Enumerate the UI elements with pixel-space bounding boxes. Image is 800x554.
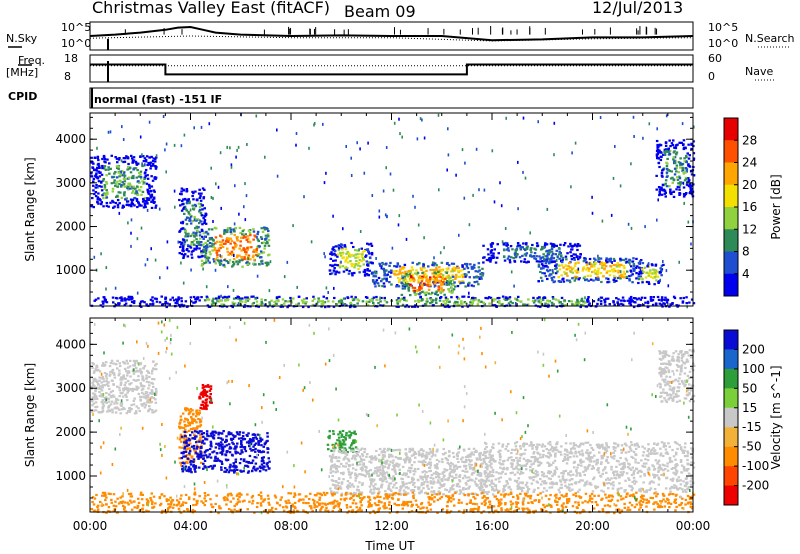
velocity-region-7 — [658, 348, 696, 404]
power-colorbar-label-5: 24 — [742, 156, 757, 170]
power-colorbar-swatch-5 — [724, 229, 738, 252]
nave-label: Nave — [745, 65, 774, 78]
velocity-data-group — [90, 318, 696, 515]
velocity-colorbar-title: Velocity [m s^-1] — [769, 365, 783, 469]
freq-series-line — [90, 63, 693, 76]
velocity-colorbar-label-5: -50 — [742, 440, 762, 454]
velocity-region-3 — [198, 384, 213, 411]
nsearch-tick-top: 10^5 — [708, 21, 739, 34]
nsky-label: N.Sky — [6, 32, 38, 45]
power-region-9 — [655, 139, 696, 198]
power-region-7 — [537, 257, 644, 284]
nsearch-tick-bottom: 10^0 — [708, 37, 739, 50]
power-colorbar-label-1: 8 — [742, 245, 750, 259]
xtick-label-0: 00:00 — [73, 519, 108, 533]
velocity-region-1 — [178, 407, 203, 464]
velocity-region-4 — [326, 429, 358, 454]
velocity-region-5 — [328, 447, 495, 496]
nsearch-label: N.Search — [745, 32, 795, 45]
freq-tick-bottom: 8 — [64, 70, 71, 83]
velocity-ylabel: Slant Range [km] — [23, 363, 37, 467]
power-scatter-group — [93, 113, 695, 309]
xtick-label-3: 12:00 — [374, 519, 409, 533]
power-ytick-label-1: 2000 — [55, 220, 86, 234]
velocity-colorbar-label-6: -100 — [742, 459, 769, 473]
freq-panel-frame — [89, 54, 694, 83]
power-colorbar-label-0: 4 — [742, 267, 750, 281]
power-region-8 — [635, 262, 665, 286]
nave-tick-top: 60 — [708, 52, 722, 65]
power-colorbar-swatch-3 — [724, 184, 738, 208]
velocity-colorbar-label-3: 15 — [742, 401, 757, 415]
cpid-value: normal (fast) -151 IF — [94, 93, 223, 106]
velocity-region-0 — [90, 359, 158, 415]
freq-unit: [MHz] — [6, 66, 39, 79]
beam-label: Beam 09 — [344, 2, 416, 21]
velocity-colorbar-swatch-8 — [724, 485, 738, 506]
power-colorbar-label-4: 20 — [742, 178, 757, 192]
power-colorbar-title: Power [dB] — [769, 174, 783, 239]
power-region-1 — [178, 187, 208, 259]
power-colorbar-swatch-2 — [724, 162, 738, 186]
xaxis-label: Time UT — [364, 539, 415, 553]
xtick-label-4: 16:00 — [475, 519, 510, 533]
velocity-colorbar-swatch-0 — [724, 330, 738, 350]
power-region-5 — [400, 270, 457, 297]
power-region-2 — [200, 226, 271, 268]
power-colorbar-swatch-6 — [724, 251, 738, 275]
velocity-scatter-group — [92, 318, 694, 515]
power-colorbar-label-3: 16 — [742, 200, 757, 214]
chart-title: Christmas Valley East (fitACF) — [92, 0, 331, 17]
xtick-label-5: 20:00 — [575, 519, 610, 533]
power-ytick-label-0: 1000 — [55, 263, 86, 277]
velocity-colorbar-label-2: 50 — [742, 381, 757, 395]
velocity-ytick-label-2: 3000 — [55, 381, 86, 395]
xtick-label-1: 04:00 — [173, 519, 208, 533]
power-colorbar-label-6: 28 — [742, 133, 757, 147]
velocity-colorbar-swatch-3 — [724, 388, 738, 409]
velocity-ytick-label-0: 1000 — [55, 469, 86, 483]
xtick-label-2: 08:00 — [274, 519, 309, 533]
nsky-tick-top: 10^5 — [61, 21, 92, 34]
date-label: 12/Jul/2013 — [592, 0, 684, 17]
velocity-colorbar-swatch-6 — [724, 446, 738, 467]
velocity-colorbar-label-1: 100 — [742, 362, 765, 376]
power-region-0 — [90, 154, 158, 209]
power-colorbar-swatch-7 — [724, 273, 738, 297]
power-region-3 — [328, 241, 374, 277]
velocity-colorbar-label-4: -15 — [742, 420, 762, 434]
velocity-ytick-label-1: 2000 — [55, 425, 86, 439]
power-region-6 — [482, 242, 582, 264]
nsky-series-line — [89, 25, 694, 42]
velocity-ytick-label-3: 4000 — [55, 337, 86, 351]
velocity-colorbar-swatch-7 — [724, 466, 738, 486]
power-colorbar-swatch-0 — [724, 118, 738, 141]
velocity-colorbar-label-0: 200 — [742, 342, 765, 356]
cpid-label: CPID — [8, 90, 38, 103]
freq-label: Freq. — [18, 54, 46, 67]
nave-tick-bottom: 0 — [708, 70, 715, 83]
velocity-colorbar-frame — [723, 329, 739, 506]
velocity-region-2 — [180, 430, 271, 474]
velocity-region-8 — [90, 491, 696, 515]
power-data-group — [90, 113, 696, 309]
cpid-panel-frame — [89, 87, 694, 109]
velocity-colorbar-swatch-1 — [724, 349, 738, 370]
velocity-region-6 — [479, 440, 696, 494]
nsky-tick-bottom: 10^0 — [61, 37, 92, 50]
power-ylabel: Slant Range [km] — [23, 157, 37, 261]
velocity-colorbar-swatch-2 — [724, 368, 738, 389]
velocity-colorbar-swatch-5 — [724, 427, 738, 447]
power-colorbar-label-2: 12 — [742, 222, 757, 236]
power-ytick-label-2: 3000 — [55, 176, 86, 190]
xtick-label-6: 00:00 — [676, 519, 711, 533]
power-colorbar-swatch-4 — [724, 207, 738, 230]
freq-tick-top: 18 — [64, 52, 78, 65]
velocity-colorbar-swatch-4 — [724, 407, 738, 428]
power-colorbar-swatch-1 — [724, 140, 738, 163]
velocity-colorbar-label-7: -200 — [742, 479, 769, 493]
power-ytick-label-3: 4000 — [55, 132, 86, 146]
